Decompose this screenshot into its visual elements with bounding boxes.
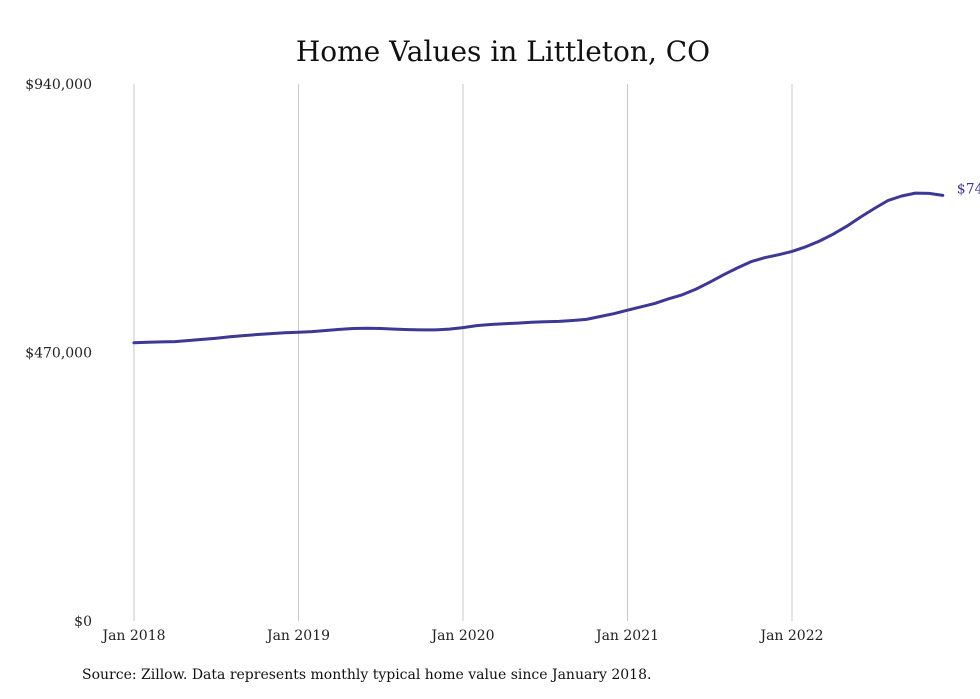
x-tick-label: Jan 2020 (429, 628, 494, 644)
x-tick-label: Jan 2021 (594, 628, 659, 644)
end-value-label: $744,988 (957, 181, 980, 197)
source-note: Source: Zillow. Data represents monthly … (82, 667, 652, 683)
y-tick-label: $940,000 (25, 77, 92, 93)
x-tick-label: Jan 2018 (100, 628, 165, 644)
series-line (132, 191, 945, 345)
x-tick-label: Jan 2019 (265, 628, 330, 644)
chart-title: Home Values in Littleton, CO (296, 35, 710, 68)
grid-lines (133, 84, 793, 621)
y-axis-ticks: $0 $470,000 $940,000 (25, 77, 92, 630)
x-tick-label: Jan 2022 (758, 628, 823, 644)
y-tick-label: $470,000 (25, 346, 92, 362)
x-axis-ticks: Jan 2018 Jan 2019 Jan 2020 Jan 2021 Jan 2022 (100, 628, 823, 644)
y-tick-label: $0 (74, 614, 92, 630)
